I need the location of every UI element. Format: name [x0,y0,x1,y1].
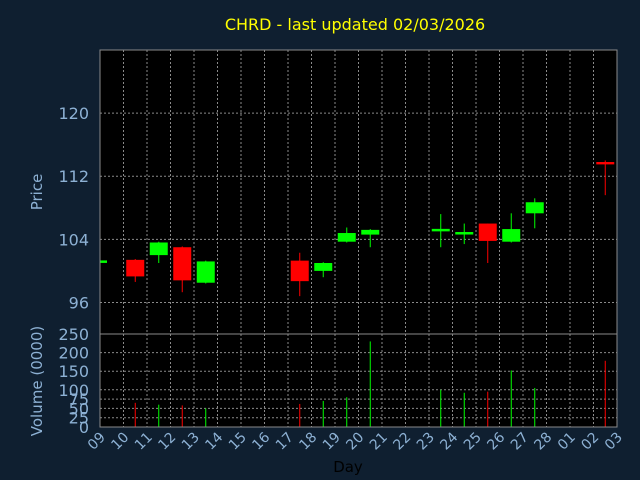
candle-body [314,263,333,271]
price-tick-label: 96 [69,293,89,312]
candle-body [455,232,474,235]
volume-tick-label: 200 [58,344,89,363]
volume-tick-label: 50 [69,399,89,418]
candle-body [596,162,615,165]
price-axis-label: Price [28,174,46,211]
volume-axis-label: Volume (0000) [28,326,46,436]
candle-body [290,260,309,282]
volume-tick-label: 75 [69,390,89,409]
candlestick-series [100,160,615,297]
candle-body [431,228,450,232]
volume-tick-label: 0 [79,418,89,437]
price-y-axis: 96 104 112 120 [58,104,89,312]
price-tick-label: 112 [58,167,89,186]
candle-body [502,229,521,242]
candle-body [100,260,107,263]
candle-body [196,261,215,283]
candle-body [361,229,380,235]
candle-body [478,223,497,241]
x-axis-label: Day [333,458,363,476]
chart-title: CHRD - last updated 02/03/2026 [225,15,485,34]
volume-tick-label: 100 [58,381,89,400]
volume-tick-label: 25 [69,409,89,428]
candle-body [173,247,192,281]
candle-body [337,233,356,242]
volume-tick-label: 250 [58,325,89,344]
volume-series [134,341,606,427]
candle-body [525,202,544,214]
price-tick-label: 104 [58,230,89,249]
candle-body [126,259,145,277]
x-axis: 09 10 11 12 13 14 15 16 17 18 19 20 21 22 23 24 25 26 27 28… [85,429,626,453]
candle-body [149,242,168,256]
volume-panel-border [99,333,618,428]
volume-tick-label: 150 [58,362,89,381]
price-grid [99,50,618,334]
price-tick-label: 120 [58,104,89,123]
